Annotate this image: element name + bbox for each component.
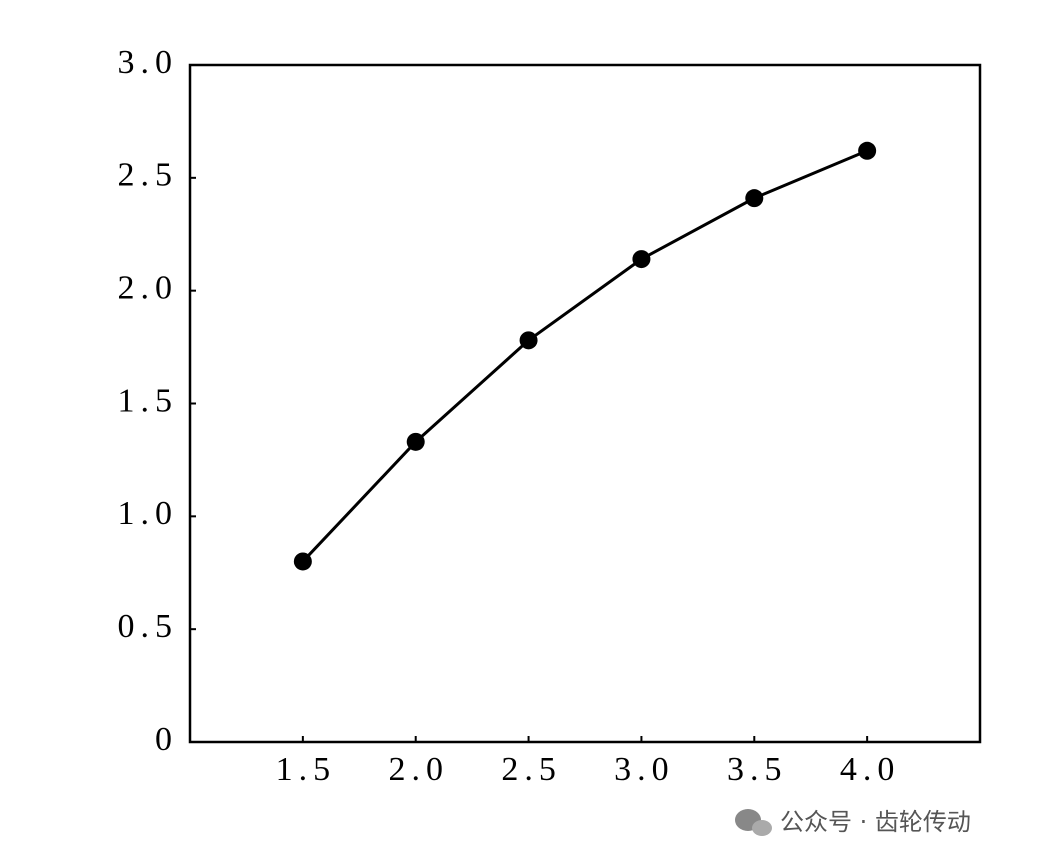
marker	[745, 189, 764, 208]
y-tick-label: 0.5	[118, 608, 179, 645]
x-tick-label: 3.5	[727, 751, 788, 788]
marker	[632, 250, 651, 269]
marker	[858, 141, 877, 160]
marker	[519, 331, 538, 350]
y-tick-label: 2.5	[118, 157, 179, 194]
marker	[406, 432, 425, 451]
plot-frame	[188, 63, 982, 744]
y-tick-label: 1.5	[118, 382, 179, 419]
marker	[293, 552, 312, 571]
y-tick-label: 1.0	[118, 495, 179, 532]
y-tick-label: 0	[155, 721, 178, 758]
y-tick-label: 2.0	[118, 269, 179, 306]
x-tick-label: 3.0	[614, 751, 675, 788]
x-tick-label: 2.0	[388, 751, 449, 788]
x-tick-label: 1.5	[276, 751, 337, 788]
x-tick-label: 4.0	[840, 751, 901, 788]
y-tick-label: 3.0	[118, 44, 179, 81]
line	[301, 149, 868, 563]
x-tick-label: 2.5	[501, 751, 562, 788]
watermark: 公众号 · 齿轮传动	[780, 808, 971, 836]
watermark-icon	[735, 809, 772, 836]
